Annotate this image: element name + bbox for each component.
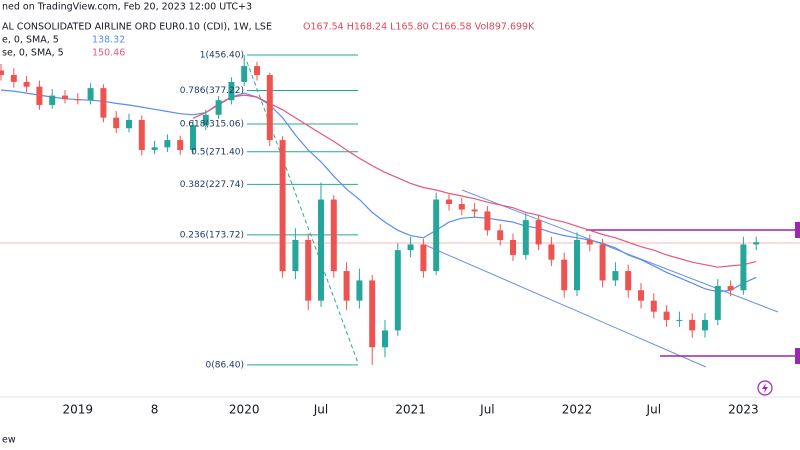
legend-value: 138.32: [92, 35, 125, 46]
candle-body: [382, 330, 388, 348]
legend-value: 150.46: [92, 48, 125, 59]
published-note: ned on TradingView.com, Feb 20, 2023 12:…: [2, 2, 252, 13]
x-tick-label: Jul: [479, 403, 494, 417]
candle-body: [458, 204, 465, 210]
candle-body: [625, 271, 632, 291]
x-tick-label: 2021: [395, 403, 426, 417]
candle-body: [36, 86, 43, 105]
candle-body: [638, 290, 644, 301]
candle-body: [266, 74, 273, 141]
fib-label: 0.786(377.22): [180, 86, 244, 96]
candle-body: [241, 66, 248, 82]
support-marker: [795, 348, 800, 364]
footer: ew: [2, 435, 16, 446]
fib-label: 0(86.40): [205, 360, 244, 370]
fib-label: 0.382(227.74): [180, 180, 244, 190]
candle-body: [305, 239, 312, 301]
candle-body: [279, 140, 286, 272]
candle-body: [292, 239, 299, 272]
candle-body: [62, 95, 68, 100]
legend-name: e, 0, SMA, 5: [2, 35, 59, 46]
candle-body: [446, 199, 452, 205]
fib-label: 1(456.40): [200, 51, 244, 61]
candle-body: [599, 244, 606, 281]
x-tick-label: 2023: [728, 403, 759, 417]
symbol: AL CONSOLIDATED AIRLINE ORD EUR0.10 (CDI…: [2, 22, 272, 33]
candle-body: [394, 250, 401, 331]
candle-body: [471, 209, 478, 212]
fib-label: 0.5(271.40): [191, 147, 244, 157]
candle-body: [100, 88, 107, 118]
legend-name: se, 0, SMA, 5: [2, 48, 64, 59]
channel-lower: [424, 244, 707, 368]
plot-area: [0, 54, 800, 368]
x-tick-label: 2019: [63, 403, 94, 417]
candle-body: [612, 271, 619, 281]
candle-body: [49, 95, 56, 105]
candle-body: [318, 199, 324, 301]
moving-average: [0, 89, 757, 293]
x-tick-label: Jul: [646, 403, 661, 417]
candle-body: [561, 259, 568, 291]
candle-body: [177, 140, 184, 151]
candle-body: [330, 199, 337, 272]
candle-body: [753, 242, 760, 245]
candle-body: [535, 220, 542, 245]
candle-body: [151, 147, 158, 151]
candle-body: [586, 239, 593, 245]
candle-body: [727, 285, 734, 291]
candle-body: [202, 114, 209, 126]
x-tick-label: Jul: [313, 403, 328, 417]
x-tick-label: 2020: [229, 403, 260, 417]
resistance-marker: [795, 222, 800, 238]
candle-body: [0, 70, 4, 75]
ohlc: O167.54 H168.24 L165.80 C166.58 Vol897.6…: [303, 22, 535, 33]
candle-body: [87, 88, 94, 101]
candle-body: [650, 300, 657, 312]
candle-body: [663, 311, 670, 320]
candle-body: [676, 319, 683, 321]
x-tick-label: 2022: [562, 403, 593, 417]
candle-body: [484, 211, 491, 231]
moving-average: [192, 94, 757, 268]
candle-body: [113, 117, 120, 129]
candle-body: [433, 199, 440, 272]
fib-label: 0.236(173.72): [180, 230, 244, 240]
candle-body: [164, 140, 171, 148]
candle-body: [126, 119, 132, 129]
candle-body: [356, 280, 363, 301]
candle-body: [522, 220, 529, 255]
candle-body: [420, 244, 427, 272]
event-icon-bolt: [762, 383, 768, 393]
candle-body: [548, 244, 555, 260]
candle-body: [343, 271, 350, 301]
fib-trend-line: [246, 61, 359, 364]
candle-body: [10, 74, 17, 82]
candle-body: [689, 319, 696, 331]
candle-body: [254, 66, 260, 75]
candle-body: [215, 100, 222, 115]
candle-body: [407, 244, 414, 251]
candle-body: [510, 239, 516, 255]
candle-body: [138, 119, 145, 151]
x-tick-label: 8: [151, 403, 159, 417]
candle-body: [74, 99, 81, 101]
event-icon: [757, 380, 773, 396]
candle-body: [23, 81, 30, 87]
fib-label: 0.618(315.06): [180, 120, 244, 130]
candle-body: [369, 280, 376, 348]
candle-body: [190, 125, 196, 151]
candle-body: [702, 319, 708, 331]
candle-body: [497, 230, 504, 240]
candle-body: [714, 285, 721, 320]
candle-body: [574, 239, 580, 291]
candle-body: [740, 244, 747, 291]
candle-body: [228, 81, 235, 101]
